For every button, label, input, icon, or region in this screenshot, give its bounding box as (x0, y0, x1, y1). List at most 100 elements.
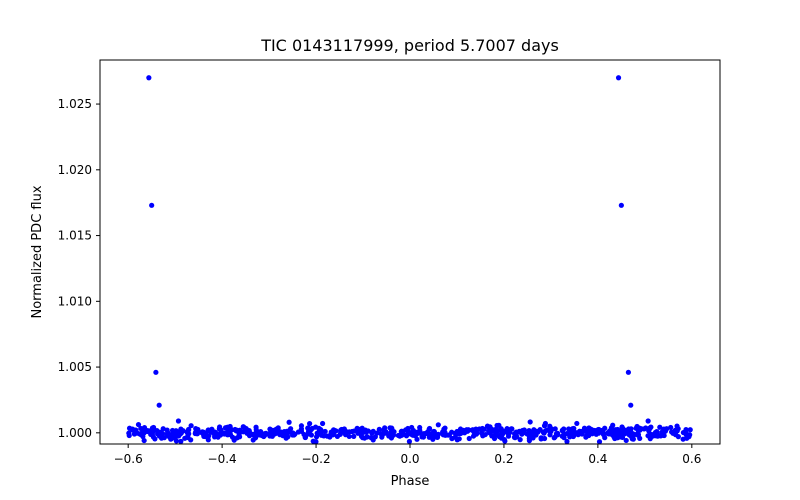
data-point (283, 435, 289, 441)
data-point-outlier (618, 202, 624, 208)
data-point (620, 426, 626, 432)
data-point (249, 431, 255, 437)
data-point (319, 420, 326, 427)
data-point (564, 438, 570, 445)
y-tick-label: 1.025 (58, 97, 92, 111)
data-point (397, 433, 403, 439)
data-point (538, 435, 544, 441)
data-point (547, 425, 553, 432)
data-point (442, 425, 448, 431)
data-point (519, 431, 525, 437)
data-point (596, 439, 603, 445)
data-point (236, 432, 242, 438)
data-point (628, 433, 634, 439)
data-point (135, 421, 142, 428)
data-point (670, 430, 676, 436)
data-point (409, 429, 415, 435)
data-point (579, 430, 585, 436)
data-point (173, 438, 179, 444)
data-point (496, 422, 502, 428)
x-tick-label: 0.0 (400, 452, 419, 466)
data-point (623, 437, 629, 444)
data-point (309, 425, 315, 432)
data-point (307, 421, 313, 427)
data-point (382, 425, 388, 431)
data-point (376, 426, 382, 432)
data-point (414, 436, 420, 442)
data-point-outlier (615, 75, 622, 81)
data-point (339, 429, 345, 435)
x-tick-label: −0.4 (208, 452, 237, 466)
data-point (351, 433, 357, 439)
data-point (537, 427, 543, 433)
data-point (126, 430, 132, 436)
data-point (570, 426, 576, 432)
data-point (446, 432, 453, 438)
data-point (583, 428, 589, 434)
data-point (668, 424, 674, 431)
data-point (170, 430, 176, 436)
data-point (680, 429, 686, 436)
y-axis-label: Normalized PDC flux (30, 185, 45, 318)
data-point (552, 426, 558, 432)
data-point-outlier (628, 402, 634, 408)
data-point (399, 428, 405, 434)
data-point (680, 436, 686, 442)
data-point (517, 437, 523, 443)
data-point-outlier (175, 418, 182, 424)
data-point (383, 429, 389, 435)
data-point (313, 434, 320, 440)
data-point (355, 430, 361, 436)
data-point (566, 426, 572, 432)
data-point (228, 427, 234, 433)
data-point (526, 428, 532, 434)
data-point (298, 423, 305, 429)
data-point (505, 433, 512, 439)
data-point (610, 429, 616, 436)
data-point (141, 437, 147, 444)
data-point (160, 430, 166, 437)
data-point-outlier (156, 402, 162, 408)
data-point (526, 438, 533, 444)
chart-title: TIC 0143117999, period 5.7007 days (260, 36, 559, 55)
data-point (494, 431, 500, 437)
data-point (374, 430, 380, 436)
data-point (365, 428, 371, 434)
data-point (388, 435, 395, 441)
data-point (154, 431, 161, 437)
data-point (134, 430, 140, 436)
data-point (600, 431, 607, 438)
y-tick-label: 1.000 (58, 426, 92, 440)
data-point (237, 427, 243, 433)
data-point (569, 431, 575, 437)
data-point (559, 433, 565, 439)
data-point (584, 432, 590, 439)
y-tick-label: 1.020 (58, 163, 92, 177)
data-point (160, 426, 166, 432)
data-point (140, 426, 146, 432)
data-point (349, 428, 355, 435)
data-point (329, 432, 335, 438)
data-point (310, 438, 316, 444)
y-axis: 1.000 1.005 1.010 1.015 1.020 1.025 (58, 97, 100, 440)
data-point (253, 424, 259, 430)
data-point (186, 427, 192, 433)
data-point (222, 425, 229, 431)
data-point (564, 431, 570, 437)
data-point (541, 423, 548, 429)
data-point (469, 427, 475, 433)
data-point (657, 424, 663, 430)
data-point (508, 426, 514, 432)
data-point (454, 437, 460, 443)
data-point (479, 425, 486, 432)
data-point (675, 434, 681, 440)
data-point (242, 426, 248, 433)
data-point (612, 435, 618, 442)
data-point (501, 436, 508, 443)
data-point (164, 431, 170, 437)
data-point (591, 427, 597, 433)
data-point (177, 431, 183, 437)
data-point (602, 425, 608, 431)
data-point (209, 426, 215, 432)
